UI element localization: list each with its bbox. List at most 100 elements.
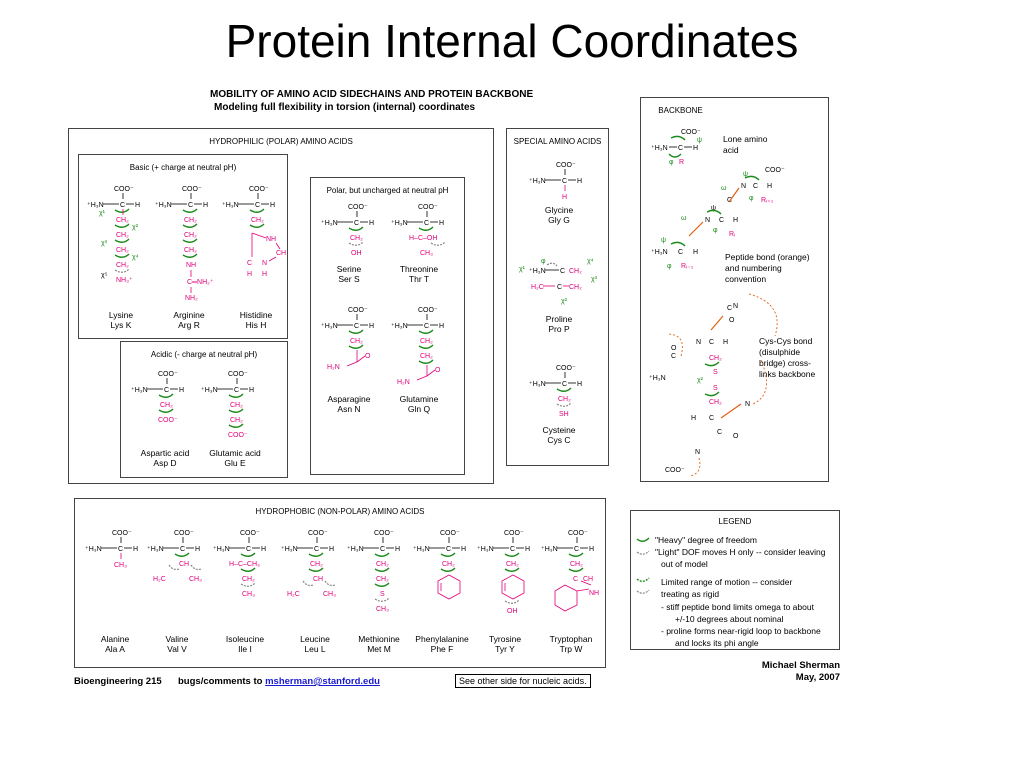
svg-text:CH₂: CH₂: [709, 355, 722, 362]
svg-text:COO⁻: COO⁻: [228, 432, 248, 439]
svg-text:χ¹: χ¹: [519, 266, 526, 273]
svg-text:C═NH₂⁺: C═NH₂⁺: [187, 279, 214, 286]
svg-text:CH₂: CH₂: [184, 247, 197, 254]
svg-text:COO⁻: COO⁻: [228, 371, 248, 378]
email-link[interactable]: msherman@stanford.edu: [265, 676, 380, 687]
svg-text:⁺H₃N: ⁺H₃N: [281, 546, 298, 553]
legend-heavy: "Heavy" degree of freedom: [655, 535, 757, 545]
hydrophilic-panel: HYDROPHILIC (POLAR) AMINO ACIDS Basic (+…: [68, 128, 494, 484]
svg-text:χ⁴: χ⁴: [132, 254, 139, 261]
hydrophobic-title: HYDROPHOBIC (NON-POLAR) AMINO ACIDS: [255, 507, 425, 516]
acidic-title: Acidic (- charge at neutral pH): [150, 350, 258, 359]
svg-text:C: C: [678, 145, 683, 152]
svg-text:COO⁻: COO⁻: [158, 417, 178, 424]
svg-text:CH: CH: [583, 576, 593, 583]
svg-text:CH₂: CH₂: [242, 576, 255, 583]
lysine-label: Lysine Lys K: [108, 310, 134, 330]
svg-text:φ: φ: [669, 159, 674, 166]
svg-text:O: O: [671, 345, 677, 352]
cysteine-structure: COO⁻ ⁺H₃N C H CH₂ SH: [529, 365, 582, 418]
svg-text:COO⁻: COO⁻: [681, 129, 701, 136]
svg-text:CH₃: CH₃: [376, 606, 389, 613]
cysteine-label: Cysteine Cys C: [542, 425, 576, 445]
svg-text:CH₂: CH₂: [116, 247, 129, 254]
glutamic-acid-structure: COO⁻ ⁺H₃N C H CH₂ CH₂ COO⁻: [201, 371, 254, 439]
svg-text:C: C: [234, 387, 239, 394]
legend-peptide-cont: +/-10 degrees about nominal: [675, 614, 784, 624]
histidine-label: Histidine His H: [239, 310, 273, 330]
svg-text:CH₃: CH₃: [242, 591, 255, 598]
svg-text:CH₂: CH₂: [230, 417, 243, 424]
legend-icons: [636, 537, 650, 594]
tyrosine-structure: COO⁻ ⁺H₃N C H CH₂ OH: [477, 530, 530, 615]
svg-text:COO⁻: COO⁻: [374, 530, 394, 537]
svg-text:⁺H₃N: ⁺H₃N: [201, 387, 218, 394]
svg-text:NH₃⁺: NH₃⁺: [116, 277, 133, 284]
svg-text:C: C: [574, 546, 579, 553]
svg-text:C: C: [678, 249, 683, 256]
backbone-structure: COO⁻ ψ ⁺H₃N C H φ R COO⁻ ψ C H N ω φ Rᵢ₊…: [649, 129, 785, 477]
sheet-title: MOBILITY OF AMINO ACID SIDECHAINS AND PR…: [210, 89, 534, 100]
svg-text:H: H: [723, 339, 728, 346]
svg-text:χ²: χ²: [561, 298, 568, 305]
svg-text:⁺H₃N: ⁺H₃N: [529, 178, 546, 185]
svg-text:COO⁻: COO⁻: [308, 530, 328, 537]
svg-text:CH₃: CH₃: [420, 250, 433, 257]
svg-text:C: C: [719, 217, 724, 224]
svg-text:C: C: [164, 387, 169, 394]
svg-text:⁺H₃N: ⁺H₃N: [391, 323, 408, 330]
aspartic-acid-structure: COO⁻ ⁺H₃N C H CH₂ COO⁻: [131, 371, 184, 424]
svg-text:H: H: [691, 415, 696, 422]
svg-text:H: H: [395, 546, 400, 553]
glycine-label: Glycine Gly G: [544, 205, 574, 225]
lone-amino-note: Lone amino acid: [723, 134, 768, 155]
svg-text:C: C: [380, 546, 385, 553]
tyrosine-label: Tyrosine Tyr Y: [488, 634, 522, 654]
svg-text:ψ: ψ: [697, 137, 702, 144]
svg-text:NH: NH: [266, 236, 276, 243]
svg-text:H: H: [767, 183, 772, 190]
svg-text:⁺H₃N: ⁺H₃N: [413, 546, 430, 553]
glutamic-acid-label: Glutamic acid Glu E: [209, 448, 261, 468]
svg-text:H: H: [270, 202, 275, 209]
histidine-structure: COO⁻ ⁺H₃N C H CH₂ NH CH C N H H: [222, 186, 286, 278]
arginine-structure: COO⁻ ⁺H₃N C H CH₂ CH₂ CH₂ NH C═NH₂⁺ NH₂: [155, 186, 214, 302]
legend-limited-cont: treating as rigid: [661, 589, 720, 599]
svg-text:⁺H₃N: ⁺H₃N: [529, 268, 546, 275]
footer-bugs: bugs/comments to msherman@stanford.edu: [178, 676, 380, 687]
svg-text:⁺H₃N: ⁺H₃N: [541, 546, 558, 553]
tryptophan-structure: COO⁻ ⁺H₃N C H CH₂ C CH NH: [541, 530, 599, 612]
svg-text:O: O: [435, 367, 441, 374]
svg-text:CH₂: CH₂: [116, 232, 129, 239]
svg-text:C: C: [717, 429, 722, 436]
glutamine-label: Glutamine Gln Q: [399, 394, 439, 414]
svg-text:CH₂: CH₂: [160, 402, 173, 409]
svg-text:CH₂: CH₂: [184, 217, 197, 224]
svg-text:⁺H₃N: ⁺H₃N: [85, 546, 102, 553]
slide-title: Protein Internal Coordinates: [225, 15, 799, 67]
svg-text:⁺H₃N: ⁺H₃N: [87, 202, 104, 209]
methionine-structure: COO⁻ ⁺H₃N C H CH₂ CH₂ S CH₃: [347, 530, 400, 613]
svg-text:CH₂: CH₂: [230, 402, 243, 409]
phenylalanine-structure: COO⁻ ⁺H₃N C H CH₂: [413, 530, 466, 600]
isoleucine-structure: COO⁻ ⁺H₃N C H H–C–CH₃ CH₂ CH₃: [213, 530, 266, 598]
svg-text:C: C: [354, 323, 359, 330]
svg-text:Rᵢ: Rᵢ: [729, 231, 735, 238]
svg-text:C: C: [709, 339, 714, 346]
svg-text:H: H: [249, 387, 254, 394]
polar-panel: Polar, but uncharged at neutral pH COO⁻ …: [310, 177, 465, 475]
sheet-subtitle: Modeling full flexibility in torsion (in…: [214, 102, 476, 113]
svg-text:H₂C: H₂C: [153, 576, 166, 583]
threonine-label: Threonine Thr T: [399, 264, 439, 284]
backbone-title: BACKBONE: [658, 106, 703, 115]
proline-label: Proline Pro P: [545, 314, 573, 334]
phenylalanine-label: Phenylalanine Phe F: [415, 634, 469, 654]
svg-text:χ⁵: χ⁵: [101, 272, 108, 279]
svg-text:COO⁻: COO⁻: [112, 530, 132, 537]
svg-text:ω: ω: [681, 215, 687, 222]
svg-text:COO⁻: COO⁻: [568, 530, 588, 537]
svg-text:COO⁻: COO⁻: [348, 204, 368, 211]
svg-text:Rᵢ₋₁: Rᵢ₋₁: [681, 263, 694, 270]
legend-panel: LEGEND "Heavy" degree of freedom "Light"…: [630, 510, 840, 650]
svg-text:C: C: [510, 546, 515, 553]
